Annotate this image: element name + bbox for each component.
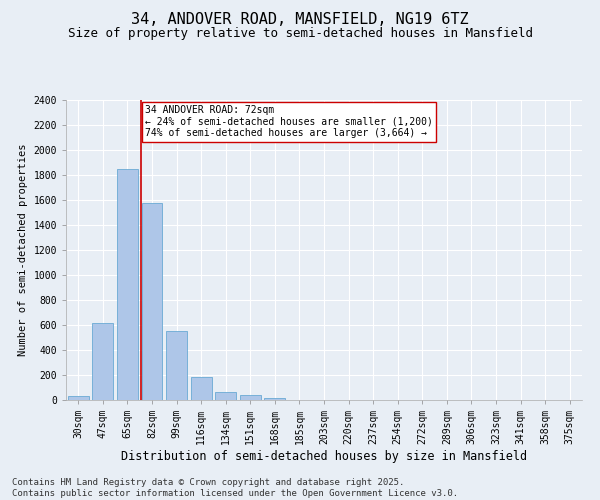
- Bar: [240, 395, 261, 400]
- Bar: [191, 377, 212, 400]
- Bar: [68, 396, 89, 400]
- Y-axis label: Number of semi-detached properties: Number of semi-detached properties: [18, 144, 28, 356]
- Bar: [117, 169, 138, 400]
- X-axis label: Distribution of semi-detached houses by size in Mansfield: Distribution of semi-detached houses by …: [121, 450, 527, 463]
- Text: Size of property relative to semi-detached houses in Mansfield: Size of property relative to semi-detach…: [67, 28, 533, 40]
- Bar: [215, 392, 236, 400]
- Bar: [92, 322, 113, 400]
- Bar: [166, 331, 187, 400]
- Text: 34 ANDOVER ROAD: 72sqm
← 24% of semi-detached houses are smaller (1,200)
74% of : 34 ANDOVER ROAD: 72sqm ← 24% of semi-det…: [145, 105, 433, 138]
- Text: Contains HM Land Registry data © Crown copyright and database right 2025.
Contai: Contains HM Land Registry data © Crown c…: [12, 478, 458, 498]
- Text: 34, ANDOVER ROAD, MANSFIELD, NG19 6TZ: 34, ANDOVER ROAD, MANSFIELD, NG19 6TZ: [131, 12, 469, 28]
- Bar: [265, 398, 286, 400]
- Bar: [142, 202, 163, 400]
